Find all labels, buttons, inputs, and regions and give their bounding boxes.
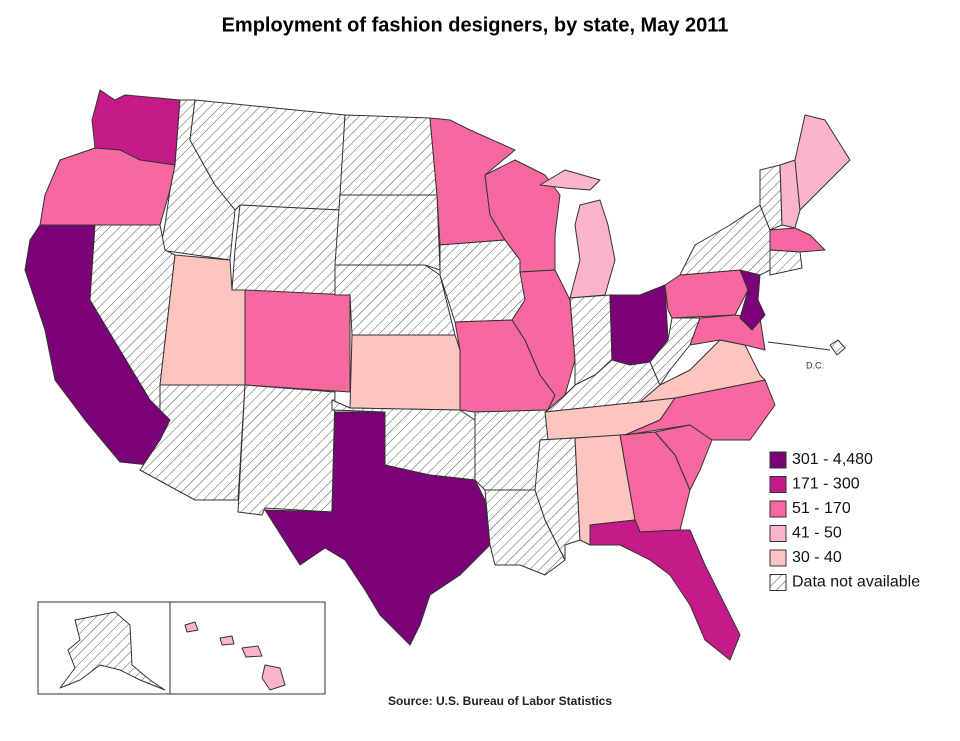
state [679, 204, 771, 276]
legend-swatch [769, 500, 787, 518]
state [184, 621, 199, 633]
state [664, 269, 749, 319]
state [334, 194, 441, 271]
state [241, 645, 263, 658]
state [569, 199, 616, 299]
legend-label: Data not available [792, 574, 920, 591]
state [439, 239, 526, 323]
state [794, 114, 851, 211]
state [59, 611, 166, 691]
legend-label: 51 - 170 [792, 500, 851, 517]
legend-label: 30 - 40 [792, 549, 842, 566]
state [829, 339, 846, 356]
title: Employment of fashion designers, by stat… [222, 14, 729, 36]
state [231, 204, 341, 296]
dc-pointer [767, 341, 831, 351]
legend-label: 171 - 300 [792, 476, 860, 493]
states: D.C. [24, 89, 851, 695]
state [511, 269, 576, 411]
state [244, 289, 351, 393]
state [539, 169, 601, 191]
state [264, 411, 491, 646]
legend-swatch [769, 451, 787, 469]
legend-label: 301 - 4,480 [792, 451, 873, 468]
state [39, 147, 176, 226]
state [769, 227, 826, 253]
source: Source: U.S. Bureau of Labor Statistics [388, 694, 612, 708]
legend-swatch [769, 476, 787, 493]
legend-swatch [769, 574, 787, 591]
state [349, 334, 461, 411]
dc-label: D.C. [806, 360, 824, 370]
legend: 301 - 4,480 171 - 300 51 - 170 41 - 50 30 - … [769, 451, 920, 591]
state [334, 264, 456, 336]
state [779, 159, 801, 229]
state [759, 164, 783, 231]
state [769, 249, 803, 276]
state [159, 254, 246, 386]
state [589, 519, 741, 661]
legend-swatch [769, 549, 787, 567]
state [219, 635, 235, 646]
inset-frame [169, 601, 326, 695]
legend-swatch [769, 525, 787, 542]
state [739, 269, 766, 331]
state [237, 384, 336, 516]
state [261, 664, 286, 691]
state [339, 114, 438, 196]
legend-label: 41 - 50 [792, 525, 842, 542]
